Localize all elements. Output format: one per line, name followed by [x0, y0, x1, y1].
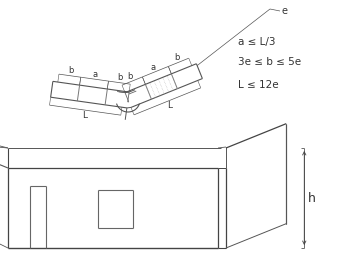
Text: b: b: [174, 53, 180, 62]
Text: b: b: [128, 72, 133, 81]
Text: b: b: [68, 66, 73, 75]
Text: L ≤ 12e: L ≤ 12e: [238, 80, 278, 90]
Text: L: L: [82, 111, 87, 120]
Text: a: a: [93, 70, 98, 79]
Text: 3e ≤ b ≤ 5e: 3e ≤ b ≤ 5e: [238, 57, 301, 67]
Text: L: L: [167, 102, 172, 110]
Text: a: a: [151, 63, 156, 72]
Text: b: b: [117, 73, 123, 82]
Text: h: h: [308, 192, 316, 205]
Text: a ≤ L/3: a ≤ L/3: [238, 37, 275, 47]
Text: e: e: [282, 6, 288, 16]
